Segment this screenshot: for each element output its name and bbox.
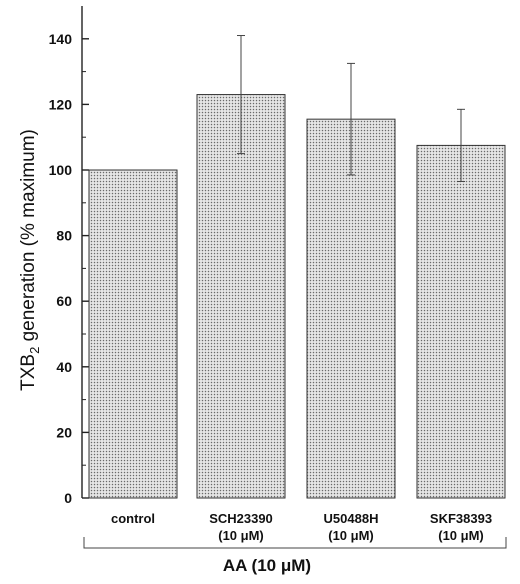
error-bars xyxy=(237,35,465,182)
y-tick-label: 60 xyxy=(56,293,72,309)
y-tick-label: 120 xyxy=(49,96,73,112)
category-label: SCH23390 xyxy=(209,511,273,526)
bar xyxy=(306,118,396,499)
y-axis-title-suffix: generation (% maximum) xyxy=(18,129,39,347)
y-tick-label: 0 xyxy=(64,490,72,506)
y-tick-label: 20 xyxy=(56,424,72,440)
axes: 0 20 40 60 80 100 120 140 xyxy=(49,6,89,506)
y-tick-label: 140 xyxy=(49,31,73,47)
y-axis-title-subscript: 2 xyxy=(27,347,42,354)
category-label: U50488H xyxy=(324,511,379,526)
category-sublabel: (10 μM) xyxy=(438,528,484,543)
group-bracket xyxy=(83,537,507,549)
bar xyxy=(88,169,178,499)
category-label: control xyxy=(111,511,155,526)
category-sublabel: (10 μM) xyxy=(218,528,264,543)
y-axis-title-prefix: TXB xyxy=(18,354,39,391)
y-tick-label: 40 xyxy=(56,359,72,375)
bar xyxy=(416,144,506,499)
y-axis-title: TXB2 generation (% maximum) xyxy=(18,129,42,391)
labels: control SCH23390 (10 μM) U50488H (10 μM) SKF3… xyxy=(83,511,507,549)
bar xyxy=(196,94,286,499)
bars xyxy=(88,94,506,499)
group-label: AA (10 μM) xyxy=(223,556,311,575)
category-sublabel: (10 μM) xyxy=(328,528,374,543)
y-tick-label: 100 xyxy=(49,162,73,178)
category-label: SKF38393 xyxy=(430,511,492,526)
y-tick-label: 80 xyxy=(56,228,72,244)
